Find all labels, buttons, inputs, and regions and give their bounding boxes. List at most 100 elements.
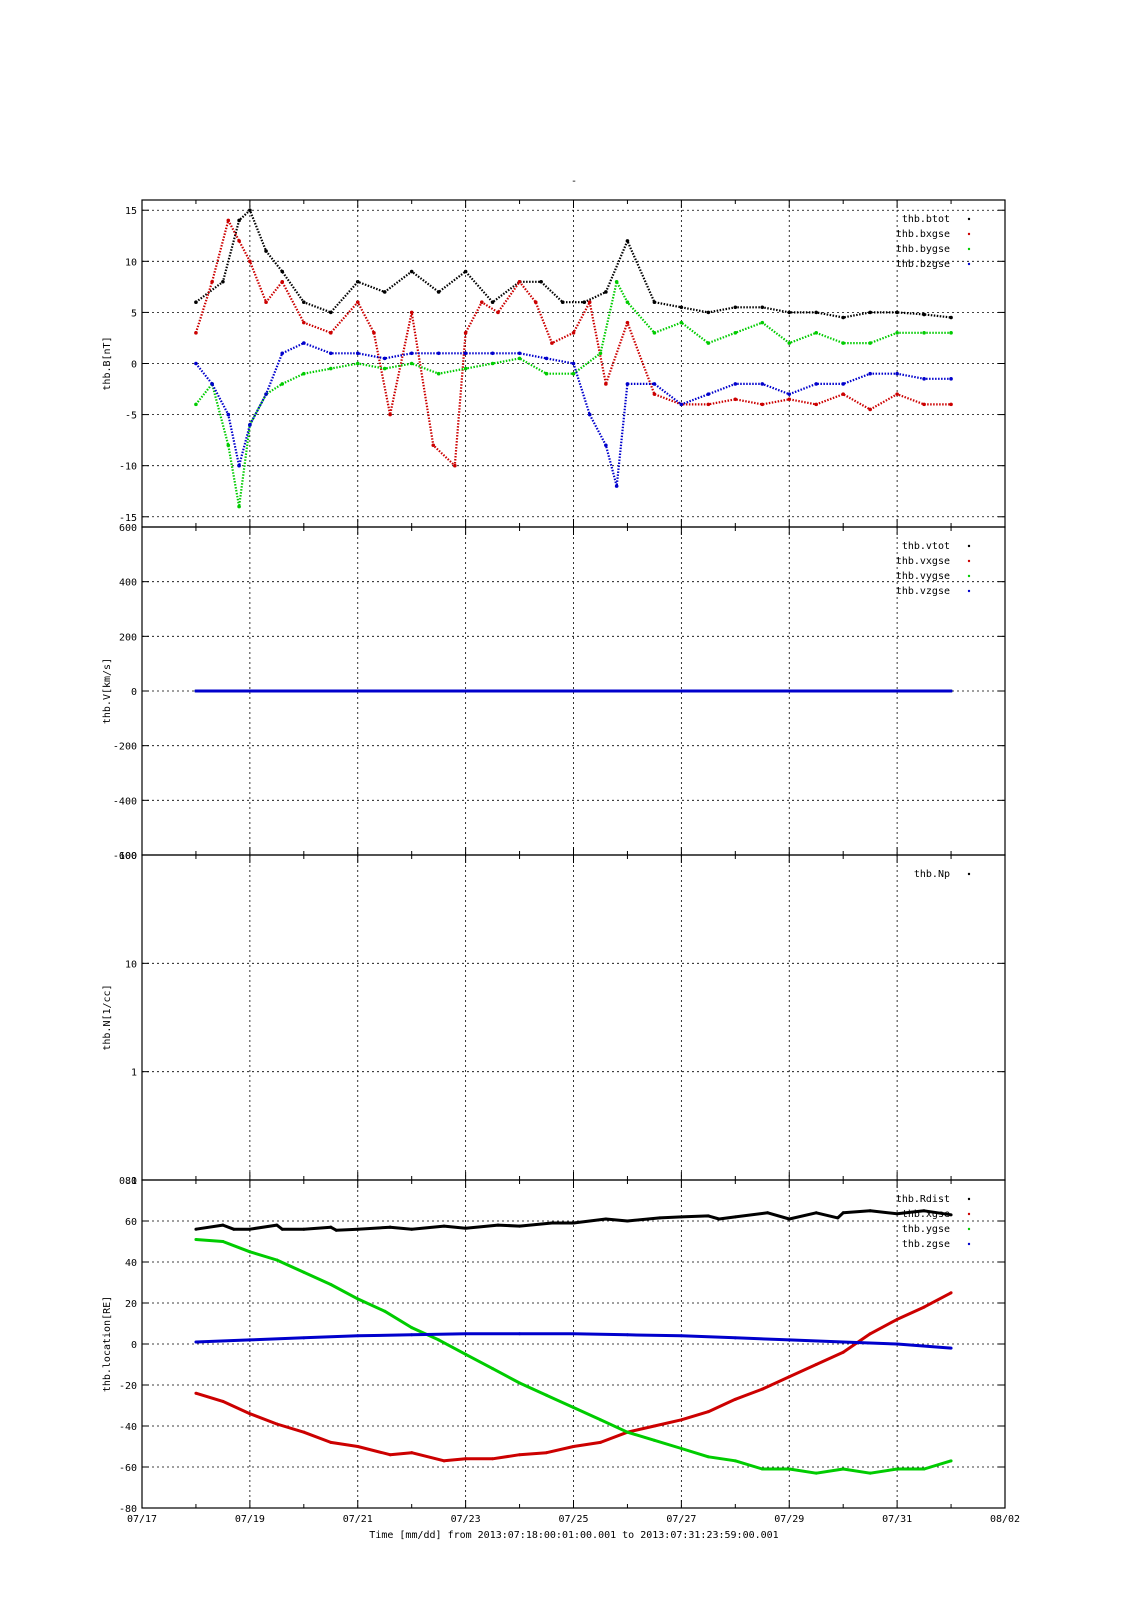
legend-marker bbox=[967, 589, 971, 593]
data-point bbox=[356, 1227, 360, 1231]
data-point bbox=[328, 331, 333, 335]
data-point bbox=[237, 463, 241, 468]
data-point bbox=[625, 239, 630, 243]
data-point bbox=[895, 1317, 899, 1321]
data-point bbox=[949, 331, 953, 335]
data-point bbox=[841, 1340, 845, 1344]
data-point bbox=[706, 402, 711, 407]
y-tick-label: -5 bbox=[125, 411, 137, 422]
y-tick-label: 60 bbox=[125, 1217, 137, 1228]
data-point bbox=[949, 402, 953, 407]
data-point bbox=[248, 1250, 252, 1254]
legend-marker bbox=[967, 1242, 971, 1246]
data-point bbox=[760, 305, 765, 310]
data-point bbox=[582, 300, 587, 304]
data-point bbox=[226, 443, 231, 448]
data-point bbox=[658, 1216, 662, 1220]
data-point bbox=[382, 366, 387, 371]
data-point bbox=[334, 1228, 338, 1232]
data-point bbox=[464, 1226, 468, 1230]
data-point bbox=[679, 1334, 683, 1338]
data-point bbox=[194, 1340, 198, 1344]
y-tick-label: -15 bbox=[119, 513, 137, 524]
data-point bbox=[329, 1283, 333, 1287]
data-point bbox=[388, 412, 392, 417]
legend-label: thb.vzgse bbox=[896, 586, 950, 597]
data-point bbox=[949, 315, 953, 320]
data-point bbox=[539, 279, 543, 284]
data-point bbox=[388, 1453, 392, 1457]
data-point bbox=[226, 218, 231, 223]
legend-marker bbox=[967, 262, 971, 266]
data-point bbox=[464, 1332, 468, 1336]
data-point bbox=[221, 1240, 225, 1243]
data-point bbox=[264, 249, 268, 253]
y-tick-label: 0 bbox=[131, 360, 137, 371]
data-point bbox=[328, 366, 333, 371]
data-point bbox=[328, 310, 333, 315]
data-point bbox=[436, 351, 441, 356]
panel-frame bbox=[141, 1179, 1006, 1509]
panel-location: -80 -60 -40 -20 0 20 40 60 80 thb.Rdist thb.xgse th… bbox=[102, 1176, 1006, 1515]
data-point bbox=[868, 310, 872, 315]
x-tick-label: 07/25 bbox=[558, 1514, 588, 1525]
data-point bbox=[248, 1412, 252, 1416]
data-point bbox=[733, 382, 738, 386]
data-point bbox=[382, 290, 387, 294]
y-axis-label: thb.N[1/cc] bbox=[102, 984, 113, 1050]
y-tick-label: 80 bbox=[125, 1176, 137, 1187]
data-point bbox=[194, 689, 198, 693]
data-point bbox=[652, 1424, 656, 1428]
data-point bbox=[841, 1211, 845, 1215]
data-point bbox=[221, 279, 225, 284]
data-point bbox=[604, 290, 608, 294]
data-point bbox=[302, 341, 306, 345]
data-point bbox=[436, 371, 441, 376]
data-point bbox=[760, 1467, 764, 1471]
data-point bbox=[248, 1338, 252, 1342]
data-point bbox=[280, 279, 285, 284]
data-point bbox=[587, 300, 592, 304]
data-point bbox=[221, 1223, 225, 1227]
data-point bbox=[280, 382, 285, 386]
y-tick-label: 600 bbox=[119, 523, 137, 534]
legend-label: thb.ygse bbox=[902, 1224, 950, 1235]
data-point bbox=[463, 351, 468, 356]
data-point bbox=[194, 1237, 198, 1241]
data-point bbox=[625, 320, 630, 325]
data-point bbox=[652, 331, 657, 335]
data-point bbox=[604, 443, 608, 448]
data-point bbox=[814, 402, 819, 407]
data-point bbox=[922, 312, 926, 317]
data-point bbox=[437, 1338, 441, 1342]
y-tick-label: 0 bbox=[131, 687, 137, 698]
data-point bbox=[814, 1471, 818, 1475]
data-point bbox=[679, 402, 684, 407]
data-point bbox=[625, 1219, 629, 1223]
data-point bbox=[652, 392, 657, 396]
data-point bbox=[355, 361, 360, 366]
data-point bbox=[431, 443, 436, 448]
data-point bbox=[868, 1209, 872, 1213]
data-point bbox=[248, 423, 252, 427]
data-point bbox=[922, 402, 926, 407]
data-point bbox=[496, 310, 500, 315]
data-point bbox=[210, 279, 214, 284]
data-point bbox=[787, 1217, 791, 1221]
data-point bbox=[760, 402, 765, 407]
legend-label: thb.zgse bbox=[902, 1239, 950, 1250]
data-point bbox=[356, 1334, 360, 1338]
data-point bbox=[545, 1451, 549, 1455]
data-point bbox=[442, 1224, 446, 1228]
data-point bbox=[237, 504, 241, 509]
data-point bbox=[491, 1457, 495, 1461]
data-point bbox=[372, 331, 376, 335]
data-point bbox=[571, 331, 576, 335]
data-point bbox=[409, 351, 414, 356]
data-point bbox=[210, 382, 214, 386]
data-point bbox=[814, 1363, 818, 1366]
data-point bbox=[518, 1381, 522, 1385]
data-point bbox=[949, 1459, 953, 1463]
data-point bbox=[490, 361, 495, 366]
data-point bbox=[302, 1430, 306, 1434]
